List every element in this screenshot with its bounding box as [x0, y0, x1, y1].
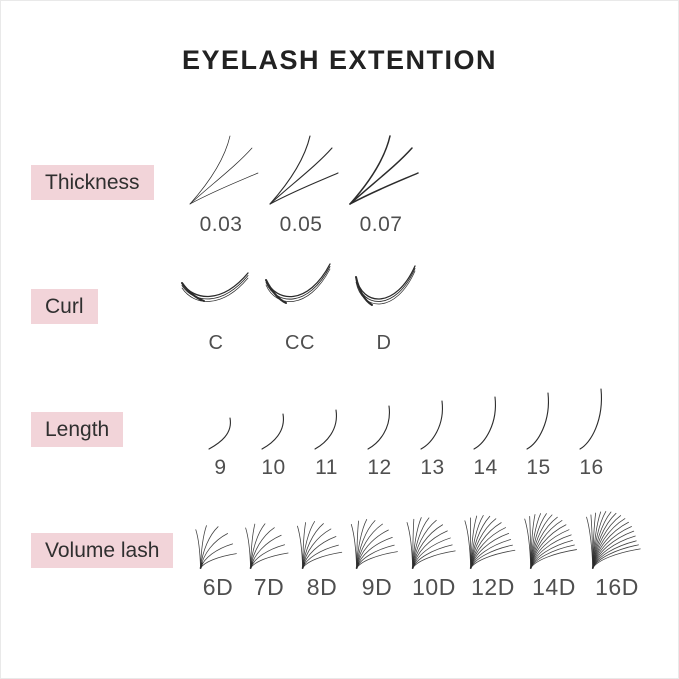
volume-item: 14D: [523, 507, 585, 599]
volume-lash-illustration: [295, 507, 349, 571]
volume-lash-drawing: [524, 513, 577, 569]
curl-lash-drawing: [265, 263, 331, 304]
length-lash-drawing: [313, 409, 337, 450]
length-lash-illustration: [523, 387, 555, 451]
length-item: 12: [353, 387, 406, 478]
curl-lash-illustration: [344, 257, 424, 317]
volume-item: 16D: [585, 507, 649, 599]
volume-item: 12D: [463, 507, 523, 599]
length-item: 15: [512, 387, 565, 478]
length-lash-illustration: [576, 387, 608, 451]
length-lash-drawing: [578, 388, 602, 450]
thickness-lash-drawing: [349, 135, 419, 205]
volume-lash-illustration: [349, 507, 405, 571]
length-item-value: 9: [214, 456, 227, 479]
volume-lash-label: Volume lash: [31, 533, 174, 569]
length-lash-drawing: [419, 400, 443, 450]
volume-lash-illustration: [405, 507, 463, 571]
volume-item: 6D: [193, 507, 243, 599]
thickness-lash-illustration: [262, 132, 340, 210]
thickness-lash-illustration: [342, 132, 420, 210]
volume-lash-drawing: [195, 525, 237, 569]
volume-lash-drawing: [586, 511, 641, 569]
length-lash-illustration: [364, 387, 396, 451]
volume-lash-drawing: [245, 523, 289, 569]
length-lash-illustration: [205, 387, 237, 451]
length-item-value: 13: [420, 456, 445, 479]
volume-lash-illustration: [193, 507, 243, 571]
length-item-value: 16: [579, 456, 604, 479]
length-item-value: 15: [526, 456, 551, 479]
thickness-item: 0.03: [181, 132, 261, 235]
length-item: 10: [247, 387, 300, 478]
volume-lash-drawing: [350, 519, 398, 569]
volume-item-value: 7D: [253, 574, 285, 600]
length-lash-illustration: [311, 387, 343, 451]
curl-lash-drawing: [181, 272, 249, 302]
length-item: 13: [406, 387, 459, 478]
length-lash-drawing: [260, 413, 284, 450]
volume-item-value: 16D: [595, 574, 639, 600]
curl-item-value: D: [376, 332, 392, 354]
volume-lash-illustration: [463, 507, 523, 571]
length-lash-illustration: [258, 387, 290, 451]
length-item: 14: [459, 387, 512, 478]
volume-item-value: 10D: [412, 574, 456, 600]
length-item: 9: [194, 387, 247, 478]
thickness-item: 0.05: [261, 132, 341, 235]
volume-item-value: 14D: [532, 574, 576, 600]
thickness-items: 0.03 0.05 0.07: [181, 132, 421, 235]
volume-lash-illustration: [243, 507, 295, 571]
curl-item: CC: [258, 257, 342, 353]
length-lash-drawing: [207, 417, 231, 450]
length-item: 11: [300, 387, 353, 478]
curl-items: C CC D: [174, 257, 426, 353]
volume-lash-drawing: [464, 515, 516, 569]
curl-item-value: CC: [285, 332, 315, 354]
volume-lash-drawing: [406, 517, 456, 569]
curl-label: Curl: [31, 289, 98, 325]
volume-lash-items: 6D 7D 8D 9D 10D 12D 14D 16D: [193, 507, 649, 599]
length-label: Length: [31, 412, 124, 448]
curl-lash-illustration: [176, 257, 256, 317]
length-item: 16: [565, 387, 618, 478]
curl-item: C: [174, 257, 258, 353]
volume-item-value: 9D: [361, 574, 393, 600]
thickness-item-value: 0.07: [359, 213, 403, 236]
thickness-lash-illustration: [182, 132, 260, 210]
length-lash-illustration: [470, 387, 502, 451]
length-lash-illustration: [417, 387, 449, 451]
curl-lash-drawing: [355, 265, 416, 306]
length-items: 9 10 11 12 13 14 15 16: [194, 387, 618, 478]
curl-lash-illustration: [260, 257, 340, 317]
volume-lash-illustration: [585, 507, 649, 571]
length-item-value: 11: [315, 456, 338, 479]
volume-item: 7D: [243, 507, 295, 599]
volume-item: 10D: [405, 507, 463, 599]
length-item-value: 14: [473, 456, 498, 479]
length-lash-drawing: [472, 396, 496, 450]
volume-item: 9D: [349, 507, 405, 599]
thickness-label: Thickness: [31, 165, 154, 201]
curl-item: D: [342, 257, 426, 353]
thickness-lash-drawing: [269, 135, 339, 205]
thickness-item-value: 0.03: [199, 213, 243, 236]
volume-item-value: 8D: [306, 574, 338, 600]
thickness-item: 0.07: [341, 132, 421, 235]
length-item-value: 10: [261, 456, 286, 479]
page-title: EYELASH EXTENTION: [181, 45, 498, 75]
volume-item-value: 6D: [202, 574, 234, 600]
curl-item-value: C: [208, 332, 224, 354]
volume-item-value: 12D: [471, 574, 515, 600]
length-item-value: 12: [367, 456, 392, 479]
length-lash-drawing: [525, 392, 549, 450]
volume-lash-illustration: [523, 507, 585, 571]
thickness-lash-drawing: [189, 135, 259, 205]
volume-lash-drawing: [297, 521, 343, 569]
length-lash-drawing: [366, 405, 390, 450]
volume-item: 8D: [295, 507, 349, 599]
thickness-item-value: 0.05: [279, 213, 323, 236]
